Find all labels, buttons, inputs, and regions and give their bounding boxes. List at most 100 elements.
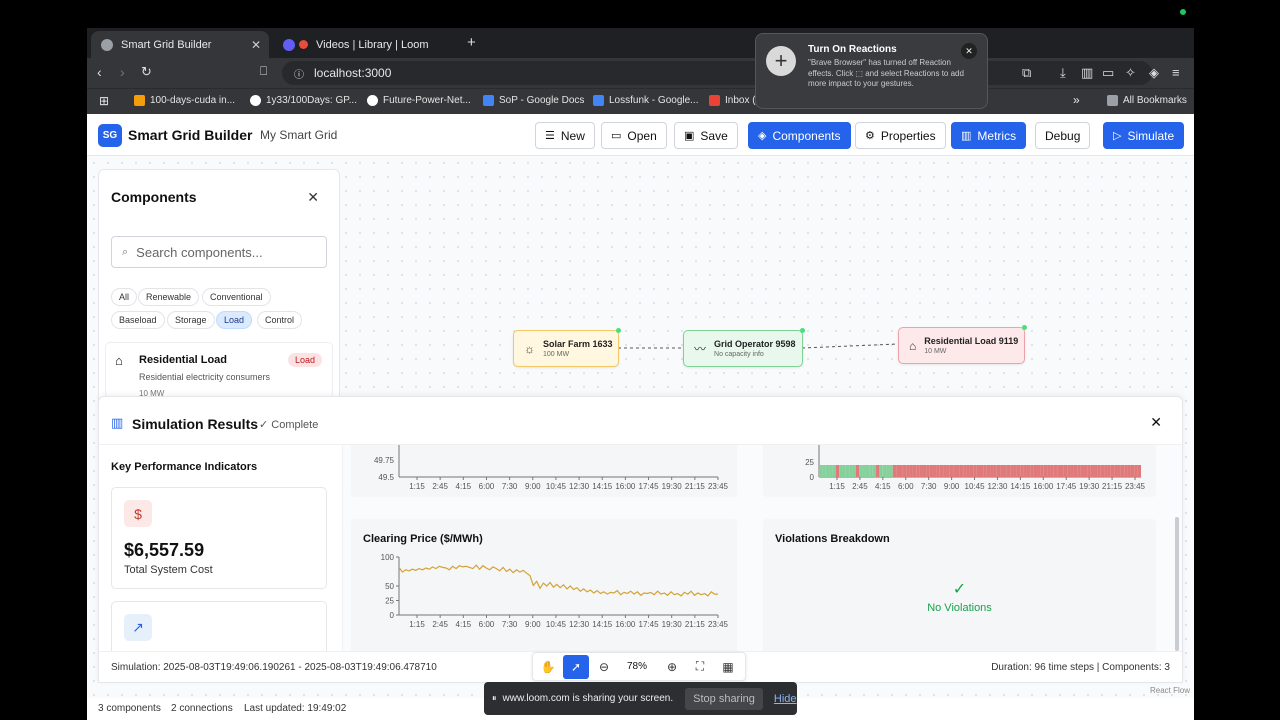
bar-chart-icon: ▥ [961, 130, 972, 142]
grid-icon[interactable]: ▦ [722, 659, 734, 674]
bar [845, 465, 850, 477]
zoom-out-icon[interactable]: ⊖ [598, 659, 610, 674]
menu-icon[interactable]: ≡ [1172, 65, 1180, 80]
dollar-icon: $ [124, 500, 152, 527]
sun-icon: ☼ [524, 341, 535, 356]
filter-all[interactable]: All [111, 288, 138, 306]
filter-conventional[interactable]: Conventional [202, 288, 271, 306]
bar [922, 465, 927, 477]
save-button[interactable]: ▣ Save [674, 122, 738, 149]
close-tab-icon[interactable]: ✕ [250, 37, 261, 52]
bar [1070, 465, 1074, 477]
url-field[interactable]: ⓘ localhost:3000 [282, 61, 1152, 85]
bar [1003, 465, 1007, 477]
bar [996, 465, 1001, 477]
bar [973, 465, 977, 477]
leo-icon[interactable]: ✧ [1125, 65, 1136, 80]
new-tab-button[interactable]: + [467, 34, 476, 51]
metrics-button[interactable]: ▥ Metrics [951, 122, 1027, 149]
simulate-button[interactable]: ▷ Simulate [1103, 122, 1185, 149]
tab-title: Videos | Library | Loom [316, 38, 429, 51]
close-icon[interactable]: ✕ [1150, 414, 1162, 430]
hand-tool-icon[interactable]: ✋ [540, 659, 556, 674]
download-icon[interactable]: ⤓ [1060, 65, 1066, 80]
filter-renewable[interactable]: Renewable [138, 288, 200, 306]
charts-area: 49.5 49.75 1:15 2:45 4:15 6:00 7:30 9:00 10:45 12… [343, 445, 1182, 651]
chart-card: 0 25 1:15 2:45 4:15 6:00 7:30 9:00 10:45 12:30 14:… [763, 445, 1156, 497]
tab-smart-grid-builder[interactable]: Smart Grid Builder ✕ [91, 31, 269, 58]
open-button[interactable]: ▭ Open [601, 122, 667, 149]
new-button[interactable]: ☰ New [535, 122, 595, 149]
app-header: SG Smart Grid Builder My Smart Grid ☰ New… [87, 114, 1194, 156]
scrollbar[interactable] [1175, 517, 1179, 651]
x-tick-label: 14:15 [1010, 482, 1031, 491]
react-flow-attribution[interactable]: React Flow [1149, 686, 1190, 695]
filter-control[interactable]: Control [257, 311, 303, 329]
bookmark-item[interactable]: Future-Power-Net... [367, 95, 471, 106]
node-residential-load[interactable]: ⌂ Residential Load 9119 10 MW [898, 325, 1027, 364]
bar [939, 465, 944, 477]
close-icon[interactable]: ✕ [307, 189, 319, 205]
node-handle[interactable] [616, 328, 621, 333]
bookmark-item[interactable]: SoP - Google Docs [483, 95, 584, 106]
node-handle[interactable] [1022, 325, 1027, 330]
node-grid-operator[interactable]: 〰 Grid Operator 9598 No capacity info [683, 328, 805, 367]
bookmark-icon[interactable]: ⎕ [260, 64, 268, 78]
bookmark-item[interactable]: Lossfunk - Google... [593, 95, 699, 106]
bar [1110, 465, 1115, 477]
edge[interactable] [801, 343, 900, 349]
filter-load[interactable]: Load [216, 311, 253, 329]
x-tick-label: 4:15 [456, 482, 472, 491]
tab-loom[interactable]: Videos | Library | Loom [273, 31, 451, 58]
bar [1053, 465, 1058, 477]
bookmark-item[interactable]: Inbox ( [709, 95, 756, 106]
component-item-residential-load[interactable]: ⌂ Residential Load Load Residential elec… [105, 342, 333, 398]
zoom-in-icon[interactable]: ⊕ [666, 659, 678, 674]
more-bookmarks-icon[interactable]: » [1073, 93, 1080, 107]
bar [855, 465, 860, 477]
bookmark-item[interactable]: 1y33/100Days: GP... [250, 95, 357, 106]
bar [1060, 465, 1064, 477]
bar [919, 465, 923, 477]
screenshot-icon[interactable]: ⧉ [1022, 65, 1032, 80]
loom-icon [283, 38, 295, 51]
reload-icon[interactable]: ↻ [141, 64, 152, 79]
debug-button[interactable]: Debug [1035, 122, 1091, 149]
sidebar-icon[interactable]: ▥ [1081, 65, 1094, 80]
github-icon [367, 95, 378, 106]
wallet-icon[interactable]: ▭ [1102, 65, 1115, 80]
x-tick-label: 1:15 [409, 482, 425, 491]
bar [980, 465, 984, 477]
properties-button[interactable]: ⚙ Properties [855, 122, 946, 149]
bar [963, 465, 967, 477]
close-icon[interactable]: ✕ [961, 43, 977, 59]
bar [1043, 465, 1048, 477]
select-tool-icon[interactable]: ➚ [563, 654, 589, 679]
all-bookmarks[interactable]: All Bookmarks [1107, 95, 1187, 106]
fit-view-icon[interactable]: ⛶ [695, 659, 705, 673]
bar [819, 465, 823, 477]
x-tick-label: 12:30 [569, 482, 590, 491]
filter-baseload[interactable]: Baseload [111, 311, 165, 329]
bar [993, 465, 997, 477]
node-handle[interactable] [800, 328, 805, 333]
components-button[interactable]: ◈ Components [748, 122, 851, 149]
back-icon[interactable]: ‹ [97, 64, 102, 80]
search-input[interactable]: ⌕ Search components... [111, 236, 327, 268]
y-tick-label: 49.5 [378, 473, 394, 482]
hide-button[interactable]: Hide [773, 692, 797, 705]
bar [852, 465, 856, 477]
vpn-icon[interactable]: ◈ [1149, 65, 1159, 80]
stop-sharing-button[interactable]: Stop sharing [685, 687, 763, 710]
x-tick-label: 7:30 [502, 620, 518, 629]
filter-storage[interactable]: Storage [167, 311, 215, 329]
app: SG Smart Grid Builder My Smart Grid ☰ New… [87, 114, 1194, 720]
bar [969, 465, 974, 477]
apps-icon[interactable]: ⊞ [99, 94, 110, 108]
browser-window: Smart Grid Builder ✕ Videos | Library | … [87, 28, 1194, 720]
address-bar: ‹ › ↻ ⎕ ⓘ localhost:3000 ⧉ ⤓ ▥ ▭ ✧ ◈ ≡ [87, 58, 1194, 88]
node-solar-farm[interactable]: ☼ Solar Farm 1633 100 MW [513, 328, 621, 367]
docs-icon [593, 95, 604, 106]
bookmark-item[interactable]: 100-days-cuda in... [134, 95, 235, 106]
forward-icon[interactable]: › [120, 64, 125, 80]
